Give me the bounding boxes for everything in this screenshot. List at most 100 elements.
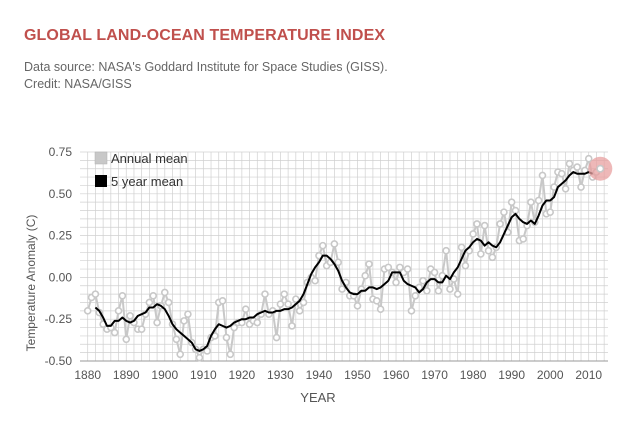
latest-highlight	[588, 156, 613, 181]
annual-mean-point	[164, 298, 173, 307]
annual-mean-point	[434, 286, 443, 295]
annual-mean-point	[222, 333, 231, 342]
x-tick-label: 1930	[267, 368, 294, 382]
annual-mean-point	[384, 263, 393, 272]
annual-mean-point	[218, 297, 227, 305]
annual-mean-point	[118, 291, 127, 300]
annual-mean-point	[153, 318, 161, 327]
annual-mean-point	[565, 159, 574, 168]
annual-mean-point	[330, 240, 339, 248]
annual-mean-point	[114, 307, 123, 315]
annual-mean-point	[145, 298, 154, 307]
annual-mean-point	[272, 333, 281, 342]
x-tick-label: 1970	[421, 368, 448, 382]
annual-mean-point	[527, 198, 535, 206]
legend-annual-swatch	[94, 151, 108, 165]
annual-mean-point	[500, 208, 508, 216]
x-tick-label: 1940	[306, 368, 333, 382]
annual-mean-point	[546, 208, 554, 216]
data-source-text: Data source: NASA's Goddard Institute fo…	[24, 60, 388, 74]
annual-mean-point	[372, 297, 381, 305]
annual-mean-point	[573, 163, 581, 171]
annual-mean-point	[180, 317, 188, 325]
annual-mean-point	[477, 250, 485, 258]
y-tick-label: 0.00	[49, 270, 73, 284]
y-tick-label: 0.25	[49, 229, 73, 243]
annual-mean-point	[311, 276, 319, 285]
five-year-mean-line	[94, 171, 593, 352]
annual-mean-point	[584, 154, 593, 163]
annual-mean-point	[419, 276, 427, 285]
annual-mean-point	[519, 235, 528, 243]
annual-mean-point	[338, 285, 346, 293]
annual-mean-point	[376, 305, 385, 313]
x-tick-label: 1910	[190, 368, 217, 382]
annual-mean-point	[353, 302, 362, 310]
annual-mean-point	[172, 335, 181, 344]
annual-mean-point	[184, 310, 192, 318]
annual-mean-point	[392, 278, 400, 287]
annual-mean-point	[403, 265, 412, 273]
annual-mean-point	[365, 260, 373, 268]
annual-mean-point	[407, 307, 416, 315]
annual-mean-point	[110, 328, 119, 337]
annual-mean-point	[91, 290, 100, 298]
five-year-mean-series	[94, 171, 593, 352]
annual-mean-point	[396, 263, 404, 272]
y-tick-label: -0.50	[45, 354, 73, 368]
annual-mean-point	[423, 286, 431, 295]
annual-mean-point	[484, 246, 493, 255]
annual-mean-point	[561, 184, 570, 193]
axis-ticks: 1880 1890 1900 1910 1920 1930 1940 1950 1960 1970…	[45, 145, 603, 382]
annual-mean-point	[176, 350, 185, 359]
annual-mean-point	[480, 221, 489, 230]
annual-mean-point	[276, 300, 285, 308]
annual-mean-point	[288, 322, 296, 330]
x-axis-label: YEAR	[300, 390, 335, 405]
annual-mean-point	[284, 300, 292, 308]
legend-five-year-swatch	[95, 175, 107, 187]
annual-mean-point	[411, 291, 420, 300]
annual-mean-point	[457, 243, 466, 252]
y-tick-label: 0.75	[49, 145, 73, 159]
annual-mean-point	[446, 285, 454, 293]
legend-five-year-label: 5 year mean	[111, 174, 183, 189]
x-tick-label: 1880	[74, 368, 101, 382]
annual-mean-point	[122, 335, 131, 344]
y-axis-label: Temperature Anomaly (C)	[24, 215, 38, 352]
annual-mean-point	[577, 183, 585, 191]
grid-lines	[80, 151, 608, 362]
annual-mean-point	[488, 253, 497, 262]
x-tick-label: 1900	[151, 368, 178, 382]
annual-mean-point	[126, 312, 134, 320]
x-tick-label: 1950	[344, 368, 371, 382]
annual-mean-point	[442, 246, 450, 255]
y-tick-label: -0.25	[45, 312, 73, 326]
x-tick-label: 2000	[537, 368, 564, 382]
x-tick-label: 1890	[113, 368, 140, 382]
x-tick-label: 1980	[460, 368, 487, 382]
annual-mean-point	[319, 241, 327, 250]
x-tick-label: 2010	[575, 368, 602, 382]
annual-mean-point	[195, 353, 204, 362]
annual-mean-point	[226, 350, 235, 359]
annual-mean-point	[453, 290, 462, 298]
legend-annual-label: Annual mean	[111, 151, 188, 166]
x-tick-label: 1920	[229, 368, 256, 382]
annual-mean-point	[473, 220, 481, 228]
annual-mean-point	[261, 290, 269, 298]
annual-mean-point	[334, 258, 343, 267]
annual-mean-point	[295, 307, 304, 315]
annual-mean-point	[203, 347, 211, 355]
annual-mean-point	[361, 271, 369, 280]
annual-mean-point	[461, 261, 470, 270]
annual-mean-point	[292, 295, 300, 303]
annual-mean-point	[511, 206, 520, 215]
annual-mean-point	[160, 288, 169, 297]
annual-mean-point	[469, 230, 477, 238]
annual-mean-point	[280, 290, 289, 298]
annual-mean-point	[299, 298, 308, 307]
annual-mean-point	[538, 171, 547, 180]
annual-mean-point	[137, 325, 146, 334]
